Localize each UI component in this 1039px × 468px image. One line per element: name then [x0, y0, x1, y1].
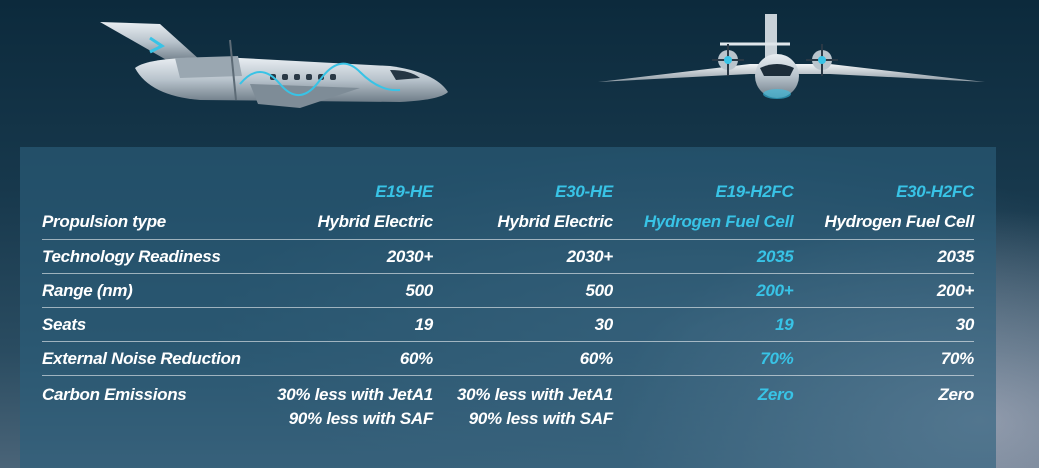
header-spacer	[42, 170, 253, 204]
table-cell: 30% less with JetA1 90% less with SAF	[433, 376, 613, 438]
table-cell: Hydrogen Fuel Cell	[612, 204, 794, 240]
table-cell: 60%	[253, 341, 433, 376]
table-header-row: E19-HE E30-HE E19-H2FC E30-H2FC	[42, 170, 974, 204]
aircraft-comparison-table: E19-HE E30-HE E19-H2FC E30-H2FC Propulsi…	[42, 170, 974, 437]
column-header-e19-h2fc: E19-H2FC	[715, 182, 794, 201]
table-cell: 500	[432, 273, 613, 308]
hybrid-electric-aircraft-image	[100, 22, 448, 108]
row-label: Range (nm)	[42, 273, 253, 308]
table-cell: 70%	[793, 341, 974, 376]
row-label: Carbon Emissions	[42, 385, 187, 404]
table-row: External Noise Reduction 60% 60% 70% 70%	[42, 341, 974, 376]
table-cell: 2035	[793, 239, 974, 274]
column-header-e19-he: E19-HE	[375, 182, 433, 201]
table-cell: 30	[432, 307, 613, 342]
table-row: Seats 19 30 19 30	[42, 307, 974, 342]
table-cell: Hybrid Electric	[253, 204, 433, 240]
column-header-e30-he: E30-HE	[555, 182, 613, 201]
table-cell: 30	[793, 307, 974, 342]
table-row: Carbon Emissions 30% less with JetA1 90% …	[42, 376, 974, 438]
cell-line: 30% less with JetA1	[277, 385, 433, 404]
table-cell: Hydrogen Fuel Cell	[793, 204, 974, 240]
table-cell: 19	[612, 307, 794, 342]
cell-line: 90% less with SAF	[468, 409, 613, 428]
row-label: Technology Readiness	[42, 239, 253, 274]
table-cell: 30% less with JetA1 90% less with SAF	[253, 376, 433, 438]
aircraft-illustrations	[100, 14, 985, 108]
table-cell: 200+	[612, 273, 794, 308]
table-cell: Hybrid Electric	[432, 204, 613, 240]
column-header-e30-h2fc: E30-H2FC	[896, 182, 974, 201]
table-cell: 60%	[432, 341, 613, 376]
table-cell: 19	[253, 307, 433, 342]
table-cell: 2035	[612, 239, 794, 274]
cell-line: 90% less with SAF	[288, 409, 433, 428]
table-cell: Zero	[938, 385, 974, 404]
row-label: Seats	[42, 307, 253, 342]
table-cell: 70%	[612, 341, 794, 376]
table-cell: 500	[253, 273, 433, 308]
row-label: Propulsion type	[42, 204, 253, 240]
table-row: Range (nm) 500 500 200+ 200+	[42, 273, 974, 308]
hydrogen-fuel-cell-aircraft-image	[598, 14, 985, 99]
table-cell: 2030+	[253, 239, 433, 274]
table-cell: 2030+	[432, 239, 613, 274]
cell-line: 30% less with JetA1	[457, 385, 613, 404]
table-cell: Zero	[757, 385, 794, 404]
row-label: External Noise Reduction	[42, 341, 253, 376]
table-row: Technology Readiness 2030+ 2030+ 2035 20…	[42, 239, 974, 274]
table-row: Propulsion type Hybrid Electric Hybrid E…	[42, 204, 974, 240]
table-cell: 200+	[793, 273, 974, 308]
